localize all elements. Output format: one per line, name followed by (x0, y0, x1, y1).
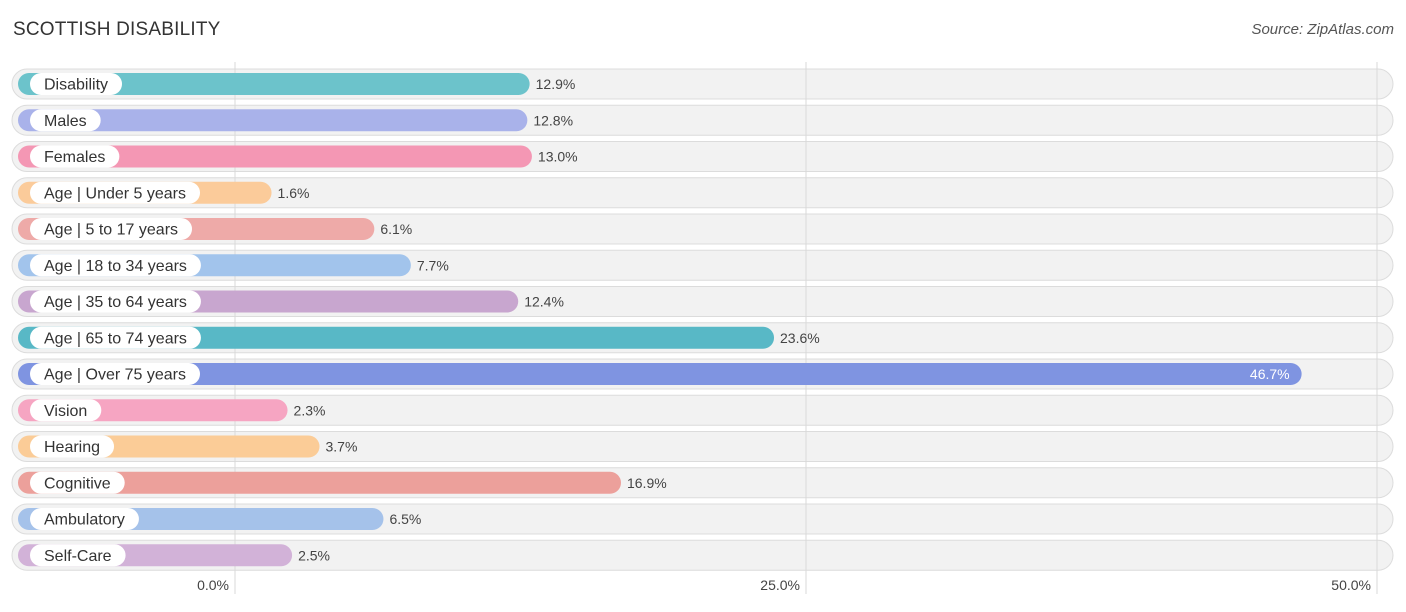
category-label-pill (30, 471, 125, 494)
value-label: 46.7% (1250, 366, 1290, 382)
category-label-pill (30, 399, 102, 422)
category-label-pill (30, 109, 101, 132)
chart-title: SCOTTISH DISABILITY (13, 19, 221, 40)
value-label: 16.9% (627, 475, 667, 491)
row-track (11, 177, 1394, 209)
category-label: Vision (44, 403, 87, 420)
category-label: Age | 5 to 17 years (44, 222, 178, 239)
category-label-pill (30, 290, 201, 313)
value-label: 6.1% (380, 221, 412, 237)
value-label: 12.4% (524, 294, 564, 310)
category-label: Males (44, 113, 87, 130)
category-label-pill (30, 181, 201, 204)
category-label: Females (44, 149, 105, 166)
bar (18, 363, 1302, 385)
value-label: 2.5% (298, 547, 330, 563)
bar (18, 471, 621, 494)
category-label: Age | Over 75 years (44, 367, 186, 384)
category-label: Disability (44, 77, 108, 94)
value-label: 1.6% (278, 185, 310, 201)
tick-label: 0.0% (197, 577, 229, 593)
row-track (11, 539, 1394, 571)
value-label: 13.0% (538, 149, 578, 165)
category-label-pill (30, 544, 126, 567)
category-label: Ambulatory (44, 512, 125, 529)
category-label-pill (30, 254, 201, 277)
category-label-pill (30, 363, 200, 385)
value-label: 23.6% (780, 330, 820, 346)
bar (18, 109, 528, 132)
bar (18, 73, 530, 95)
category-label-pill (30, 73, 123, 95)
category-label: Self-Care (44, 548, 112, 565)
value-label: 7.7% (417, 257, 449, 273)
row-track (11, 394, 1394, 426)
value-label: 2.3% (294, 402, 326, 418)
value-label: 12.9% (536, 76, 576, 92)
category-label: Age | 35 to 64 years (44, 294, 187, 311)
value-label: 3.7% (326, 439, 358, 455)
category-label: Age | 65 to 74 years (44, 330, 187, 347)
category-label-pill (30, 508, 139, 530)
bar (18, 145, 532, 168)
row-track (11, 431, 1394, 462)
value-label: 6.5% (389, 511, 421, 527)
value-label: 12.8% (533, 112, 573, 128)
category-label-pill (30, 326, 201, 349)
category-label: Age | 18 to 34 years (44, 258, 187, 275)
bar (18, 326, 775, 349)
category-label-pill (30, 218, 193, 240)
category-label-pill (30, 145, 120, 168)
tick-label: 25.0% (760, 577, 800, 593)
source-label: Source: ZipAtlas.com (1251, 21, 1394, 38)
tick-label: 50.0% (1331, 577, 1371, 593)
category-label-pill (30, 435, 115, 458)
category-label: Cognitive (44, 475, 111, 492)
category-label: Age | Under 5 years (44, 185, 186, 202)
category-label: Hearing (44, 439, 100, 456)
